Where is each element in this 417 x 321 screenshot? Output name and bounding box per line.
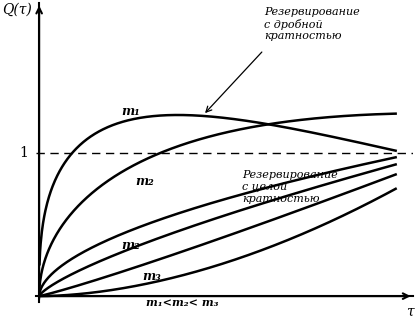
Text: 1: 1 — [20, 146, 28, 160]
Text: m₁: m₁ — [121, 105, 140, 118]
Text: τ: τ — [406, 305, 414, 319]
Text: m₃: m₃ — [143, 270, 161, 283]
Text: Q(τ): Q(τ) — [2, 3, 32, 17]
Text: Резервирование
с целой
кратностью: Резервирование с целой кратностью — [242, 170, 338, 204]
Text: m₁<m₂< m₃: m₁<m₂< m₃ — [146, 297, 219, 308]
Text: m₂: m₂ — [121, 239, 140, 252]
Text: Резервирование
с дробной
кратностью: Резервирование с дробной кратностью — [264, 7, 359, 41]
Text: m₂: m₂ — [136, 175, 154, 188]
